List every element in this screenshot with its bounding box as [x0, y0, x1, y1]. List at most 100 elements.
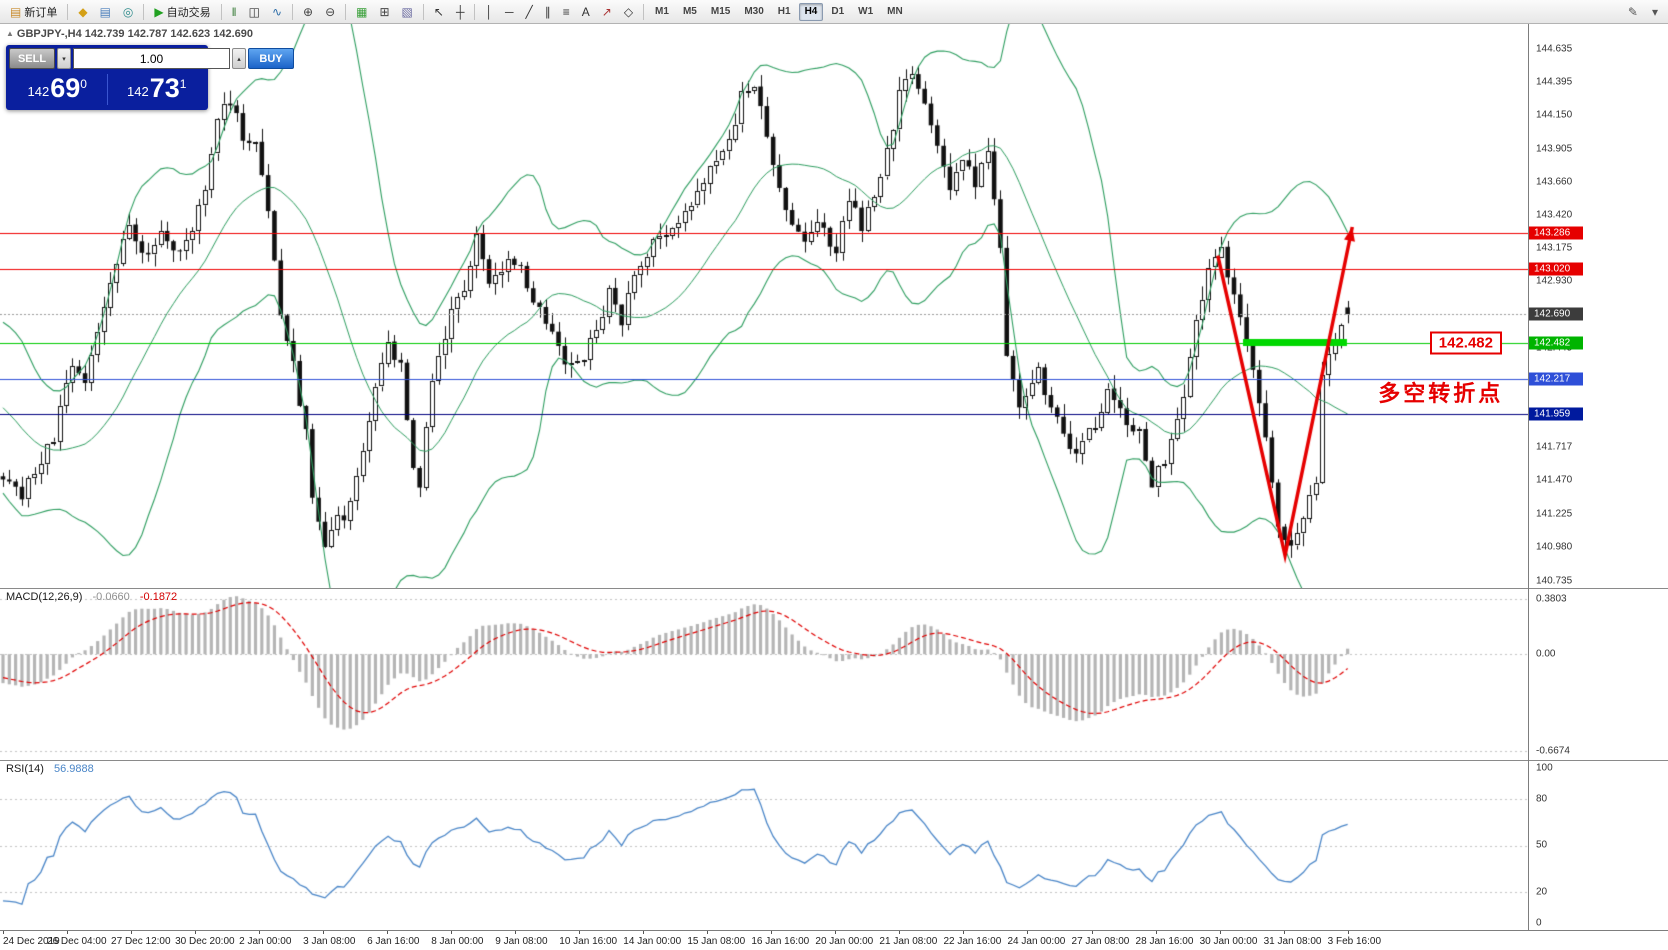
cursor-icon: ↖: [433, 4, 444, 19]
data-window-icon: ▤: [99, 4, 111, 19]
macd-panel[interactable]: MACD(12,26,9) -0.0660 -0.1872: [0, 588, 1528, 761]
tile-windows-button[interactable]: ▦: [351, 2, 372, 22]
shapes-button[interactable]: ◇: [619, 2, 638, 22]
channel-button[interactable]: ∥: [540, 2, 556, 22]
price-level-label[interactable]: 142.482: [1429, 331, 1502, 354]
time-axis[interactable]: 24 Dec 2019 26 Dec 04:00 27 Dec 12:00 30 De…: [0, 930, 1668, 950]
time-label: 10 Jan 16:00: [559, 936, 618, 947]
zoom-out-button[interactable]: ⊖: [320, 2, 340, 22]
price-badge-143.020: 143.020: [1529, 262, 1583, 276]
sell-button[interactable]: SELL: [9, 48, 55, 69]
text-icon: A: [581, 4, 590, 19]
time-label: 2 Jan 00:00: [239, 936, 292, 947]
auto-trading-button-label: 自动交易: [166, 6, 211, 19]
macd-axis[interactable]: 0.3803 0.00 -0.6674: [1529, 589, 1668, 761]
price-tick-label: 140.735: [1536, 575, 1573, 586]
new-order-button[interactable]: ▤ 新订单: [5, 2, 62, 22]
profiles-button[interactable]: ▧: [397, 2, 418, 22]
toolbar-separator: [422, 3, 424, 20]
auto-trading-button[interactable]: ▶ 自动交易: [149, 2, 215, 22]
symbol-marker-icon: ▲: [6, 29, 14, 38]
time-label: 6 Jan 16:00: [367, 936, 420, 947]
time-tick: [771, 931, 773, 934]
timeframe-h1-button[interactable]: H1: [777, 6, 791, 17]
toolbar-options-button[interactable]: ▾: [1647, 2, 1663, 22]
timeframe-mn-button[interactable]: MN: [887, 6, 903, 17]
buy-button[interactable]: BUY: [248, 48, 294, 69]
toolbar-separator: [345, 3, 347, 20]
volume-input[interactable]: [73, 48, 230, 69]
price-axis-column[interactable]: 144.635 144.395 144.150 143.905 143.660 143.4…: [1528, 24, 1668, 930]
fibonacci-button[interactable]: ≡: [558, 2, 575, 22]
time-label: 28 Jan 16:00: [1135, 936, 1194, 947]
shapes-icon: ◇: [623, 4, 634, 19]
rsi-axis[interactable]: 100 80 50 20 0: [1529, 761, 1668, 930]
line-chart-button[interactable]: ∿: [267, 2, 287, 22]
candlestick-chart-button[interactable]: ◫: [244, 2, 265, 22]
time-tick: [1155, 931, 1157, 934]
volume-decrease-button[interactable]: ▾: [57, 48, 71, 69]
vertical-line-button[interactable]: │: [480, 2, 498, 22]
price-chart-canvas[interactable]: [0, 24, 1528, 588]
time-label: 14 Jan 00:00: [623, 936, 682, 947]
cursor-button[interactable]: ↖: [429, 2, 449, 22]
timeframe-m1-button[interactable]: M1: [655, 6, 669, 17]
rsi-panel[interactable]: RSI(14) 56.9888: [0, 760, 1528, 930]
sell-price-display[interactable]: 142 69 0: [9, 72, 106, 107]
toolbar-right: ✎ ▾: [1622, 2, 1664, 22]
text-button[interactable]: A: [577, 2, 595, 22]
buy-price-display[interactable]: 142 73 1: [109, 72, 206, 107]
price-divider: [106, 74, 108, 105]
price-tick-label: 143.420: [1536, 209, 1573, 221]
symbol-info: ▲ GBPJPY-,H4 142.739 142.787 142.623 142.…: [6, 28, 253, 40]
time-label: 24 Dec 2019: [3, 936, 60, 947]
main-toolbar: ▤ 新订单 ◆ ▤ ◎ ▶ 自动交易 ‖ ◫ ∿ ⊕ ⊖ ▦ ⊞ ▧ ↖ ┼ │ ─ ╱ ∥ ≡ A ↗ ◇ M1 M5 M15 M30…: [0, 0, 1668, 24]
price-tick-label: 141.717: [1536, 441, 1573, 453]
price-tick-label: 144.150: [1536, 109, 1573, 121]
timeframe-m5-button[interactable]: M5: [682, 6, 697, 17]
timeframe-m30-button[interactable]: M30: [744, 6, 764, 17]
arrows-button[interactable]: ↗: [597, 2, 617, 22]
macd-label: MACD(12,26,9) -0.0660 -0.1872: [6, 591, 177, 603]
price-chart-panel[interactable]: ▲ GBPJPY-,H4 142.739 142.787 142.623 142.…: [0, 24, 1528, 589]
time-label: 20 Jan 00:00: [815, 936, 874, 947]
price-axis[interactable]: 144.635 144.395 144.150 143.905 143.660 143.4…: [1529, 24, 1668, 589]
crosshair-button[interactable]: ┼: [451, 2, 470, 22]
zoom-in-button[interactable]: ⊕: [298, 2, 318, 22]
timeframe-w1-button[interactable]: W1: [858, 6, 874, 17]
chart-workspace: ▲ GBPJPY-,H4 142.739 142.787 142.623 142.…: [0, 24, 1668, 930]
time-label: 3 Feb 16:00: [1327, 936, 1381, 947]
vertical-line-icon: │: [485, 4, 493, 19]
price-badge-141.959: 141.959: [1529, 407, 1583, 421]
timeframe-h4-button[interactable]: H4: [798, 2, 824, 21]
rsi-canvas[interactable]: [0, 760, 1528, 930]
price-tick-label: 144.395: [1536, 76, 1573, 88]
market-watch-button[interactable]: ◆: [73, 2, 92, 22]
rsi-value: 56.9888: [53, 762, 94, 775]
edit-toolbar-button[interactable]: ✎: [1623, 2, 1643, 22]
time-label: 30 Jan 00:00: [1199, 936, 1258, 947]
macd-canvas[interactable]: [0, 588, 1528, 760]
volume-increase-button[interactable]: ▴: [232, 48, 246, 69]
time-tick: [643, 931, 645, 934]
new-chart-button[interactable]: ⊞: [374, 2, 394, 22]
data-window-button[interactable]: ▤: [95, 2, 116, 22]
zoom-in-icon: ⊕: [303, 4, 314, 19]
timeframe-m15-button[interactable]: M15: [710, 6, 731, 17]
annotation-text[interactable]: 多空转折点: [1378, 380, 1504, 406]
trendline-button[interactable]: ╱: [520, 2, 537, 22]
toolbar-separator: [292, 3, 294, 20]
line-chart-icon: ∿: [271, 4, 283, 19]
time-tick: [707, 931, 709, 934]
horizontal-line-button[interactable]: ─: [500, 2, 519, 22]
bar-chart-icon: ‖: [231, 4, 237, 19]
price-tick-label: 142.930: [1536, 275, 1573, 287]
time-label: 3 Jan 08:00: [303, 936, 356, 947]
navigator-button[interactable]: ◎: [118, 2, 138, 22]
time-tick: [259, 931, 261, 934]
time-tick: [1091, 931, 1093, 934]
time-label: 27 Dec 12:00: [111, 936, 171, 947]
timeframe-d1-button[interactable]: D1: [831, 6, 845, 17]
bar-chart-button[interactable]: ‖: [227, 2, 242, 22]
